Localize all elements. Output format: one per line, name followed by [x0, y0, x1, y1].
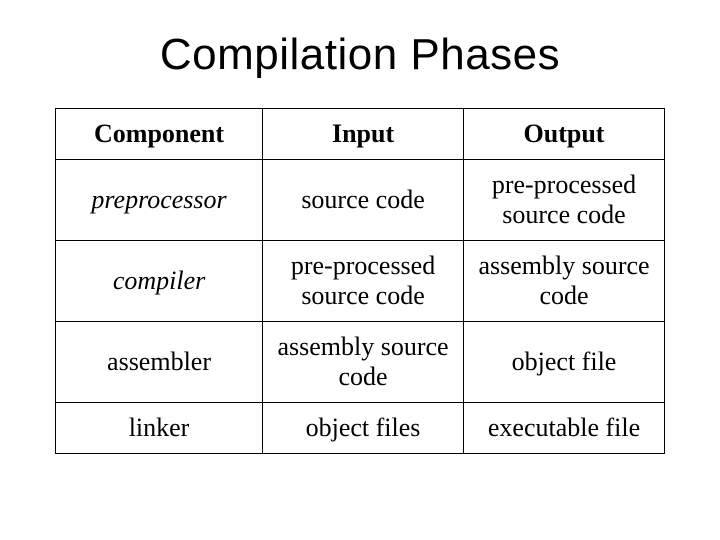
cell-input: object files	[263, 403, 464, 454]
cell-component: preprocessor	[56, 160, 263, 241]
cell-component: assembler	[56, 322, 263, 403]
cell-output: object file	[464, 322, 665, 403]
table-header-row: Component Input Output	[56, 109, 665, 160]
cell-input: source code	[263, 160, 464, 241]
cell-input: pre-processed source code	[263, 241, 464, 322]
cell-component: compiler	[56, 241, 263, 322]
phases-table: Component Input Output preprocessor sour…	[55, 108, 665, 454]
cell-component: linker	[56, 403, 263, 454]
slide: Compilation Phases Component Input Outpu…	[0, 0, 720, 540]
table-row: compiler pre-processed source code assem…	[56, 241, 665, 322]
table-row: preprocessor source code pre-processed s…	[56, 160, 665, 241]
page-title: Compilation Phases	[160, 30, 560, 80]
header-input: Input	[263, 109, 464, 160]
cell-output: pre-processed source code	[464, 160, 665, 241]
table-row: assembler assembly source code object fi…	[56, 322, 665, 403]
table-row: linker object files executable file	[56, 403, 665, 454]
header-component: Component	[56, 109, 263, 160]
cell-output: assembly source code	[464, 241, 665, 322]
cell-input: assembly source code	[263, 322, 464, 403]
cell-output: executable file	[464, 403, 665, 454]
header-output: Output	[464, 109, 665, 160]
